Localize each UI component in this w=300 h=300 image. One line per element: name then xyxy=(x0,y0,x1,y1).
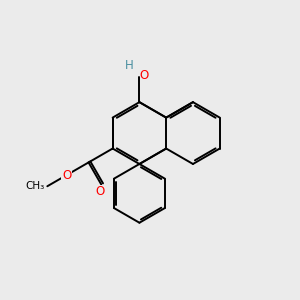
Text: CH₃: CH₃ xyxy=(26,181,45,191)
Text: O: O xyxy=(95,185,104,198)
Text: O: O xyxy=(140,69,149,82)
Text: H: H xyxy=(125,58,134,71)
Text: O: O xyxy=(62,169,71,182)
